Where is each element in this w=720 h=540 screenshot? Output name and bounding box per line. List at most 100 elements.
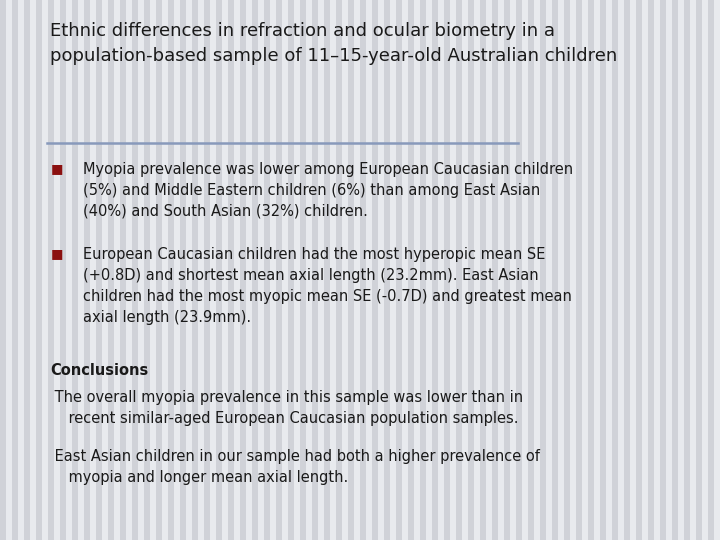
Bar [48,0,54,540]
Bar [240,0,246,540]
Bar [12,0,18,540]
Bar [228,0,234,540]
Bar [258,0,264,540]
Bar [378,0,384,540]
Text: East Asian children in our sample had both a higher prevalence of
    myopia and: East Asian children in our sample had bo… [50,449,540,485]
Bar [216,0,222,540]
Bar [120,0,126,540]
Bar [366,0,372,540]
Bar [468,0,474,540]
Bar [168,0,174,540]
Bar [222,0,228,540]
Bar [702,0,708,540]
Bar [630,0,636,540]
Bar [300,0,306,540]
Bar [264,0,270,540]
Bar [288,0,294,540]
Bar [30,0,36,540]
Bar [486,0,492,540]
Bar [252,0,258,540]
Bar [324,0,330,540]
Bar [318,0,324,540]
Bar [204,0,210,540]
Bar [522,0,528,540]
Bar [612,0,618,540]
Bar [594,0,600,540]
Bar [174,0,180,540]
Bar [90,0,96,540]
Bar [600,0,606,540]
Bar [0,0,6,540]
Text: ■: ■ [50,247,63,260]
Bar [648,0,654,540]
Bar [582,0,588,540]
Bar [24,0,30,540]
Bar [654,0,660,540]
Bar [348,0,354,540]
Bar [186,0,192,540]
Bar [294,0,300,540]
Bar [414,0,420,540]
Text: The overall myopia prevalence in this sample was lower than in
    recent simila: The overall myopia prevalence in this sa… [50,390,523,426]
Bar [84,0,90,540]
Bar [402,0,408,540]
Bar [672,0,678,540]
Bar [432,0,438,540]
Bar [36,0,42,540]
Bar [552,0,558,540]
Bar [624,0,630,540]
Bar [690,0,696,540]
Text: European Caucasian children had the most hyperopic mean SE
(+0.8D) and shortest : European Caucasian children had the most… [83,247,572,325]
Bar [528,0,534,540]
Bar [72,0,78,540]
Bar [78,0,84,540]
Bar [282,0,288,540]
Bar [558,0,564,540]
Bar [576,0,582,540]
Bar [492,0,498,540]
Bar [6,0,12,540]
Bar [606,0,612,540]
Bar [192,0,198,540]
Bar [660,0,666,540]
Bar [684,0,690,540]
Bar [126,0,132,540]
Bar [162,0,168,540]
Bar [306,0,312,540]
Bar [198,0,204,540]
Text: ■: ■ [50,162,63,175]
Bar [114,0,120,540]
Bar [60,0,66,540]
Bar [270,0,276,540]
Bar [396,0,402,540]
Bar [156,0,162,540]
Bar [510,0,516,540]
Bar [546,0,552,540]
Bar [642,0,648,540]
Bar [480,0,486,540]
Bar [450,0,456,540]
Bar [696,0,702,540]
Text: Conclusions: Conclusions [50,363,148,378]
Bar [504,0,510,540]
Text: Ethnic differences in refraction and ocular biometry in a
population-based sampl: Ethnic differences in refraction and ocu… [50,22,618,65]
Bar [384,0,390,540]
Bar [342,0,348,540]
Bar [312,0,318,540]
Bar [444,0,450,540]
Bar [498,0,504,540]
Bar [390,0,396,540]
Bar [66,0,72,540]
Bar [474,0,480,540]
Bar [360,0,366,540]
Bar [354,0,360,540]
Bar [54,0,60,540]
Bar [666,0,672,540]
Bar [618,0,624,540]
Bar [246,0,252,540]
Bar [144,0,150,540]
Bar [714,0,720,540]
Bar [534,0,540,540]
Bar [234,0,240,540]
Bar [138,0,144,540]
